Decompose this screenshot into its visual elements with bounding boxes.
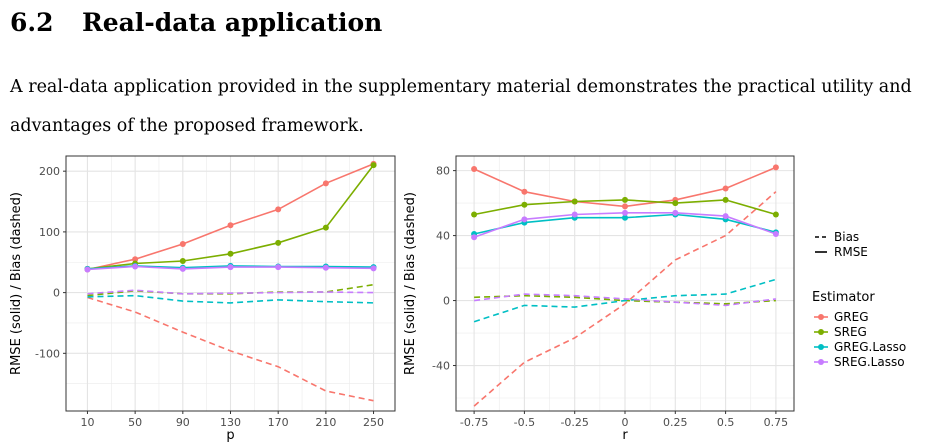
y-tick-label: 0 <box>53 287 60 300</box>
x-tick-label: -0.25 <box>560 416 588 429</box>
x-axis-title: r <box>622 428 628 443</box>
legend-point-greg-lasso <box>818 344 824 350</box>
point-sreg-rmse <box>275 239 282 246</box>
series-line-sreg-lasso-bias <box>87 289 374 295</box>
section-title: Real-data application <box>82 8 383 37</box>
point-sreg-lasso-rmse <box>471 234 478 241</box>
point-sreg-rmse <box>521 201 528 208</box>
section-paragraph: A real-data application provided in the … <box>10 77 912 136</box>
section-number: 6.2 <box>10 8 54 37</box>
point-sreg-rmse <box>672 200 679 207</box>
point-greg-rmse <box>227 222 234 229</box>
point-sreg-rmse <box>322 224 329 231</box>
section-heading: 6.2 Real-data application <box>10 8 382 37</box>
legend-rmse-label: RMSE <box>834 245 868 259</box>
legend-estimator-title: Estimator <box>812 290 875 305</box>
legend: Bias RMSE Estimator GREGSREGGREG.LassoSR… <box>812 230 906 369</box>
y-tick-label: 200 <box>39 165 60 178</box>
point-sreg-lasso-rmse <box>772 230 779 237</box>
point-greg-rmse <box>179 241 186 248</box>
series-line-sreg-lasso-bias <box>473 293 777 307</box>
series-line-greg-lasso-bias <box>87 294 374 304</box>
y-tick-label: 100 <box>39 226 60 239</box>
legend-label-sreg-lasso: SREG.Lasso <box>834 355 905 369</box>
point-sreg-lasso-rmse <box>322 264 329 271</box>
figure: -100 0 100 200 10 50 90 130 170 210 250 p RMSE (soli… <box>9 155 906 443</box>
point-sreg-lasso-rmse <box>622 209 628 216</box>
point-sreg-rmse <box>227 250 234 257</box>
x-tick-label: 0.25 <box>663 416 688 429</box>
point-sreg-rmse <box>370 162 377 169</box>
point-sreg-rmse <box>622 196 628 203</box>
point-sreg-lasso-rmse <box>84 266 91 273</box>
point-sreg-rmse <box>772 211 779 218</box>
legend-label-greg-lasso: GREG.Lasso <box>834 340 906 354</box>
x-tick-label: 0 <box>622 416 629 429</box>
point-greg-rmse <box>622 203 628 210</box>
y-tick-label: -100 <box>35 347 60 360</box>
x-tick-label: 10 <box>80 416 94 429</box>
y-tick-label: -40 <box>432 360 450 373</box>
point-greg-rmse <box>471 165 478 172</box>
point-greg-rmse <box>521 188 528 195</box>
x-tick-label: 0.5 <box>717 416 735 429</box>
legend-label-sreg: SREG <box>834 325 867 339</box>
point-sreg-lasso-rmse <box>672 209 679 216</box>
x-tick-label: 170 <box>268 416 289 429</box>
point-greg-rmse <box>772 164 779 171</box>
legend-label-greg: GREG <box>834 310 869 324</box>
point-sreg-rmse <box>722 196 729 203</box>
x-tick-label: 210 <box>315 416 336 429</box>
point-sreg-lasso-rmse <box>227 264 234 271</box>
point-sreg-rmse <box>571 198 578 205</box>
series-line-greg-bias <box>473 191 777 407</box>
y-axis-title: RMSE (solid) / Bias (dashed) <box>9 192 24 375</box>
point-sreg-lasso-rmse <box>275 264 282 271</box>
point-sreg-lasso-rmse <box>179 265 186 272</box>
x-tick-label: 250 <box>363 416 384 429</box>
point-sreg-rmse <box>471 211 478 218</box>
legend-point-sreg <box>818 329 824 335</box>
y-axis-title: RMSE (solid) / Bias (dashed) <box>403 192 418 375</box>
x-tick-label: -0.75 <box>460 416 488 429</box>
point-sreg-lasso-rmse <box>370 265 377 272</box>
x-tick-label: 50 <box>128 416 142 429</box>
y-tick-label: 80 <box>436 165 450 178</box>
point-sreg-lasso-rmse <box>132 263 139 270</box>
x-tick-label: 0.75 <box>764 416 789 429</box>
x-axis-title: p <box>226 428 234 443</box>
point-greg-rmse <box>322 180 329 187</box>
point-sreg-lasso-rmse <box>722 213 729 220</box>
point-sreg-lasso-rmse <box>521 216 528 223</box>
point-greg-lasso-rmse <box>622 214 628 221</box>
point-greg-rmse <box>132 256 139 263</box>
point-sreg-rmse <box>179 258 186 265</box>
point-greg-rmse <box>722 185 729 192</box>
legend-point-greg <box>818 314 824 320</box>
legend-bias-label: Bias <box>834 230 859 244</box>
x-tick-label: -0.5 <box>514 416 535 429</box>
x-tick-label: 130 <box>220 416 241 429</box>
y-tick-label: 0 <box>443 295 450 308</box>
x-tick-label: 90 <box>176 416 190 429</box>
chart-p-panel: -100 0 100 200 10 50 90 130 170 210 250 p RMSE (soli… <box>9 155 396 443</box>
chart-r-panel: -40 0 40 80 -0.75 -0.5 -0.25 0 0.25 0.5 0.75 r RMSE … <box>403 155 795 443</box>
point-sreg-lasso-rmse <box>571 211 578 218</box>
series-line-greg-bias <box>87 296 374 402</box>
series-line-greg-lasso-bias <box>473 278 777 323</box>
y-tick-label: 40 <box>436 230 450 243</box>
legend-point-sreg-lasso <box>818 359 824 365</box>
point-greg-rmse <box>275 206 282 213</box>
